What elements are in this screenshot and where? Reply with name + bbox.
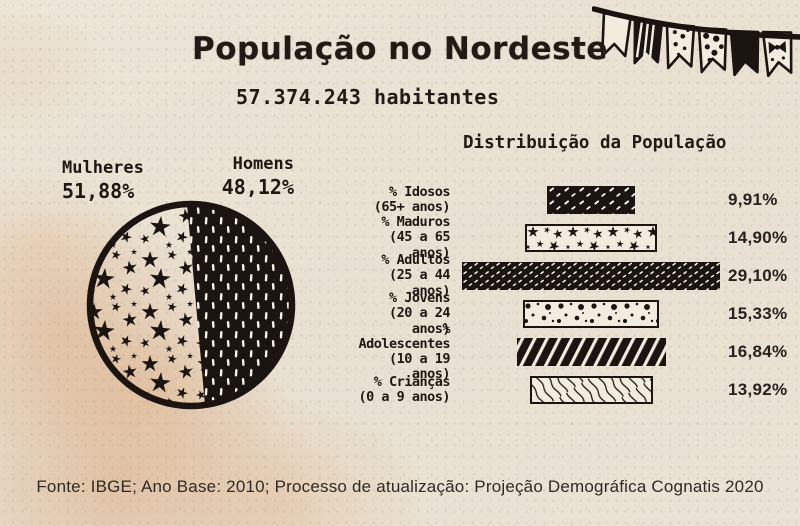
bar-value: 15,33% xyxy=(728,304,788,323)
bar-value: 29,10% xyxy=(728,266,788,285)
pie-slice-value: 48,12% xyxy=(221,175,294,200)
page-title: População no Nordeste xyxy=(192,31,608,67)
bar-1 xyxy=(525,224,657,252)
bar-track xyxy=(462,300,720,328)
pie-slice-value: 51,88% xyxy=(62,179,135,204)
pie-slice-homens xyxy=(187,203,293,405)
bunting-banner-icon xyxy=(592,6,800,78)
pie-slice-name: Mulheres xyxy=(62,158,144,178)
bar-track xyxy=(462,262,720,290)
bar-label-sub: (0 a 9 anos) xyxy=(358,389,450,405)
bar-label: % Maduros (45 a 65 anos) xyxy=(350,215,450,260)
bar-label-main: % Jovens xyxy=(388,290,451,307)
bar-label-sub: (45 a 65 anos) xyxy=(388,229,451,261)
bar-track xyxy=(462,338,720,366)
bar-value: 9,91% xyxy=(728,190,778,209)
bar-row: % Crianças (0 a 9 anos) 13,92% xyxy=(350,371,796,409)
bar-track xyxy=(462,376,720,404)
bar-track xyxy=(462,224,720,252)
pie-label-mulheres: Mulheres 51,88% xyxy=(62,158,144,204)
pie-outline xyxy=(86,200,296,410)
bar-label-sub: (25 a 44 anos) xyxy=(388,267,451,299)
bar-5 xyxy=(529,376,653,404)
bar-3 xyxy=(523,300,659,328)
bar-rows: % Idosos (65+ anos) 9,91% % Maduros (45 a 65… xyxy=(350,181,796,409)
bar-row: % Jovens (20 a 24 anos) 15,33% xyxy=(350,291,796,336)
bar-2 xyxy=(462,262,720,290)
bar-label-main: % Adolescentes xyxy=(358,320,450,352)
bunting-rope xyxy=(592,6,800,40)
bar-label: % Jovens (20 a 24 anos) xyxy=(350,290,451,337)
page-subtitle: 57.374.243 habitantes xyxy=(236,85,500,109)
bar-row: % Adolescentes (10 a 19 anos) 16,84% xyxy=(350,321,796,382)
bar-4 xyxy=(516,338,666,366)
pie-slice-name: Homens xyxy=(232,154,294,174)
bar-label: % Adultos (25 a 44 anos) xyxy=(350,253,450,298)
bar-label: % Idosos (65+ anos) xyxy=(350,183,451,215)
bar-label-main: % Maduros xyxy=(381,214,450,231)
bar-value: 16,84% xyxy=(728,342,788,361)
bar-value: 14,90% xyxy=(728,228,788,247)
bar-label: % Adolescentes (10 a 19 anos) xyxy=(350,320,451,383)
bar-value: 13,92% xyxy=(728,380,788,399)
bar-label-main: % Idosos xyxy=(388,183,451,200)
pie-chart xyxy=(82,196,300,414)
bar-track xyxy=(462,186,720,214)
bar-label-main: % Adultos xyxy=(381,252,450,269)
bar-row: % Idosos (65+ anos) 9,91% xyxy=(350,181,796,219)
pie-label-homens: Homens 48,12% xyxy=(214,154,294,200)
bar-label-sub: (65+ anos) xyxy=(373,199,451,215)
bar-0 xyxy=(547,186,635,214)
source-note: Fonte: IBGE; Ano Base: 2010; Processo de… xyxy=(36,477,764,496)
bar-label: % Crianças (0 a 9 anos) xyxy=(350,373,451,405)
bar-label-sub: (10 a 19 anos) xyxy=(388,351,451,383)
bar-chart-title: Distribuição da População xyxy=(463,133,727,153)
bar-label-sub: (20 a 24 anos) xyxy=(388,305,451,337)
bar-row: % Adultos (25 a 44 anos) 29,10% xyxy=(350,253,796,298)
bar-label-main: % Crianças xyxy=(373,373,451,390)
bar-row: % Maduros (45 a 65 anos) 14,90% xyxy=(350,215,796,260)
